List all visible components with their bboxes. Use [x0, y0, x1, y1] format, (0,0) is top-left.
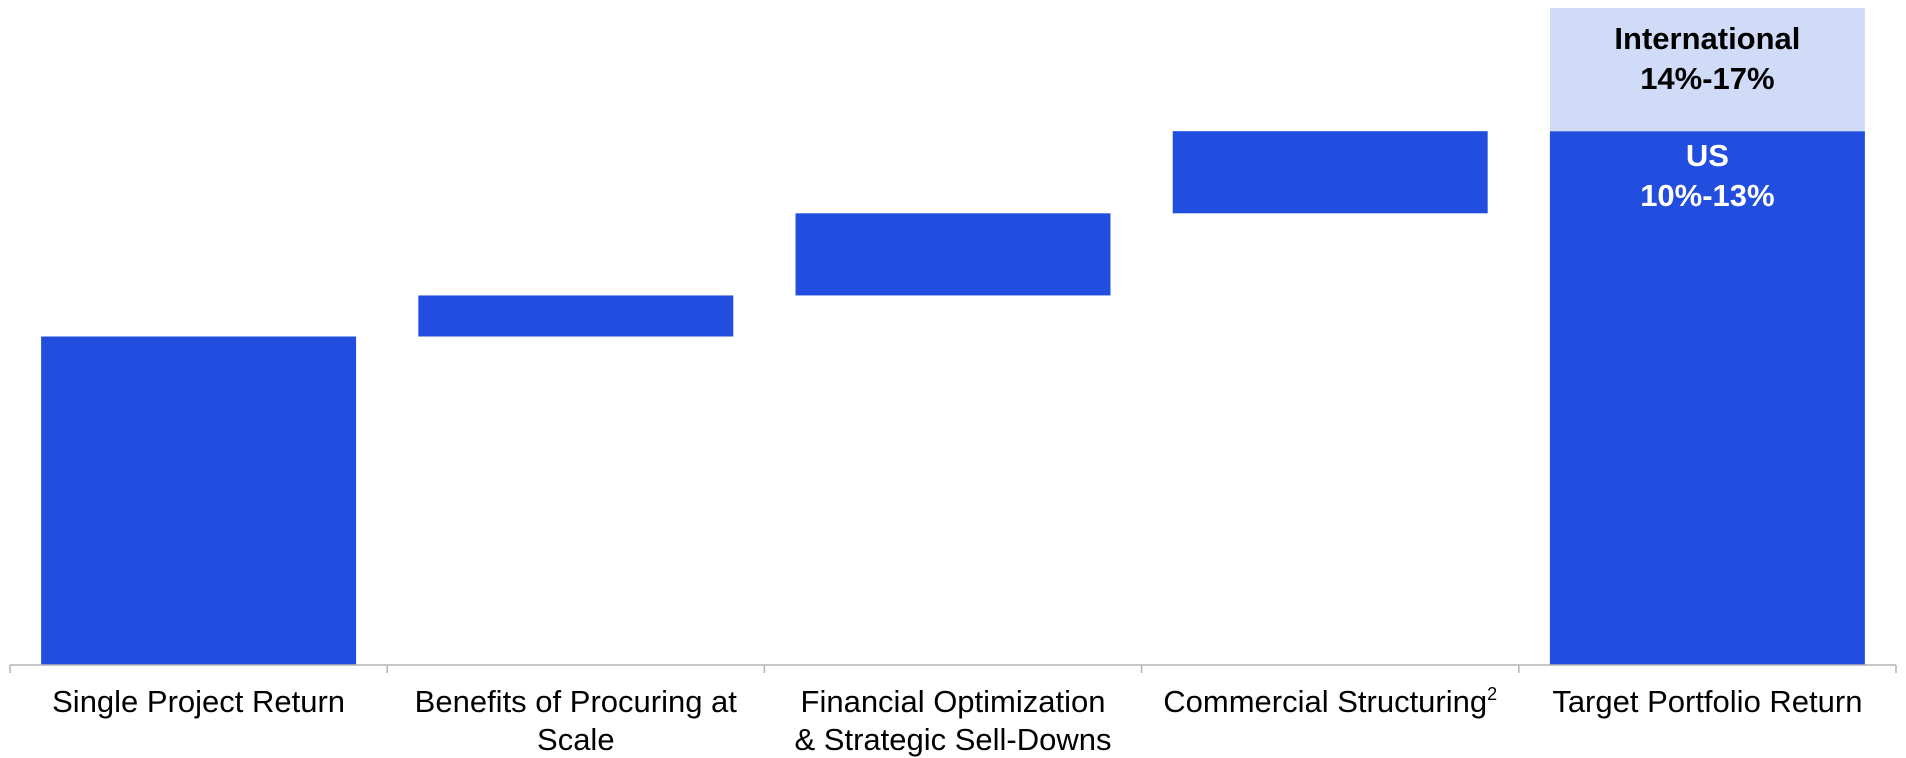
x-tick-label: Financial Optimization & Strategic Sell-D… — [794, 684, 1111, 757]
x-tick-label: Commercial Structuring2 — [1163, 684, 1497, 719]
x-tick-label: Single Project Return — [52, 684, 345, 719]
waterfall-bar-4 — [1172, 131, 1488, 214]
waterfall-bar-2 — [418, 295, 734, 337]
us-label: US 10%-13% — [1640, 138, 1774, 213]
x-tick-label: Benefits of Procuring at Scale — [415, 684, 738, 757]
x-tick-label: Target Portfolio Return — [1552, 684, 1862, 719]
international-label: International 14%-17% — [1614, 21, 1800, 96]
waterfall-bar-1 — [41, 336, 357, 665]
waterfall-bar-3 — [795, 213, 1111, 296]
total-bar-international — [1549, 8, 1865, 132]
total-bar-us — [1549, 131, 1865, 665]
